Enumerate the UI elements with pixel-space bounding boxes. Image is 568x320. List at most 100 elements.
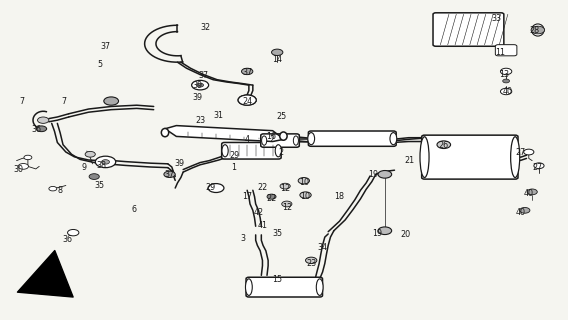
Ellipse shape [275, 145, 282, 157]
Text: 27: 27 [516, 148, 526, 156]
Circle shape [280, 183, 290, 189]
Text: 39: 39 [193, 93, 203, 102]
Text: 2: 2 [279, 148, 284, 156]
Circle shape [300, 192, 311, 198]
Circle shape [164, 171, 175, 178]
Circle shape [18, 164, 28, 169]
Text: 31: 31 [214, 111, 224, 120]
Text: 2: 2 [269, 135, 274, 144]
Circle shape [241, 68, 253, 75]
Circle shape [378, 227, 392, 235]
FancyBboxPatch shape [421, 135, 518, 179]
Text: 22: 22 [257, 183, 268, 192]
Text: 13: 13 [499, 70, 509, 79]
Text: 12: 12 [282, 203, 292, 212]
Ellipse shape [245, 279, 252, 295]
Text: 22: 22 [266, 194, 277, 204]
Text: 38: 38 [97, 161, 107, 170]
Text: 23: 23 [195, 116, 205, 125]
Circle shape [95, 156, 116, 168]
Text: 36: 36 [31, 125, 41, 134]
Text: 39: 39 [174, 159, 184, 168]
Circle shape [191, 80, 208, 90]
Circle shape [85, 151, 95, 157]
Text: 8: 8 [58, 186, 62, 195]
Circle shape [298, 178, 310, 184]
Circle shape [534, 163, 544, 169]
Text: 37: 37 [101, 42, 111, 52]
Text: 25: 25 [276, 113, 286, 122]
Text: 40: 40 [524, 189, 534, 198]
Text: 6: 6 [131, 205, 136, 214]
Circle shape [208, 184, 224, 193]
Circle shape [527, 189, 537, 195]
Circle shape [378, 171, 392, 178]
Polygon shape [165, 125, 284, 141]
FancyBboxPatch shape [222, 142, 281, 159]
Text: 11: 11 [495, 48, 506, 57]
Text: 14: 14 [272, 55, 282, 64]
Text: 37: 37 [165, 170, 174, 179]
Circle shape [306, 257, 317, 264]
FancyBboxPatch shape [433, 13, 504, 46]
Ellipse shape [390, 132, 397, 145]
Text: 1: 1 [232, 164, 237, 172]
Text: 10: 10 [299, 178, 309, 187]
Text: 26: 26 [438, 141, 449, 150]
Circle shape [244, 98, 250, 102]
Text: 33: 33 [491, 14, 502, 23]
Ellipse shape [161, 128, 169, 137]
Text: 40: 40 [516, 208, 526, 217]
FancyBboxPatch shape [246, 277, 323, 297]
Circle shape [500, 68, 512, 75]
Ellipse shape [316, 279, 323, 295]
Text: 37: 37 [242, 68, 252, 77]
Ellipse shape [532, 24, 544, 36]
Text: 19: 19 [369, 170, 379, 179]
Text: 21: 21 [405, 156, 415, 165]
Text: 3: 3 [241, 234, 246, 243]
Circle shape [524, 149, 534, 155]
Text: 24: 24 [242, 97, 252, 106]
Ellipse shape [420, 137, 429, 178]
Text: 42: 42 [253, 208, 264, 217]
Circle shape [267, 194, 276, 199]
Circle shape [531, 26, 545, 34]
Circle shape [68, 229, 79, 236]
Ellipse shape [222, 145, 228, 157]
Circle shape [197, 83, 203, 87]
Circle shape [102, 160, 110, 164]
Text: 30: 30 [14, 165, 24, 174]
Circle shape [282, 201, 292, 207]
Text: FR.: FR. [39, 277, 60, 293]
Ellipse shape [308, 132, 315, 145]
Ellipse shape [511, 137, 520, 178]
Circle shape [437, 141, 450, 148]
FancyArrowPatch shape [18, 251, 73, 297]
Text: 23: 23 [306, 259, 316, 268]
Text: 35: 35 [95, 181, 105, 190]
Text: 29: 29 [229, 151, 239, 160]
Text: 12: 12 [280, 184, 290, 193]
FancyBboxPatch shape [261, 134, 299, 147]
Text: 9: 9 [82, 164, 87, 172]
Text: 32: 32 [201, 23, 211, 32]
Circle shape [238, 95, 256, 105]
Text: 40: 40 [503, 87, 513, 96]
Ellipse shape [280, 132, 287, 140]
Text: 7: 7 [20, 97, 25, 106]
Circle shape [104, 97, 119, 105]
Circle shape [272, 49, 283, 55]
Text: 4: 4 [245, 135, 250, 144]
Circle shape [500, 88, 512, 95]
Text: 20: 20 [401, 230, 411, 239]
Text: 5: 5 [97, 60, 102, 69]
Circle shape [24, 155, 32, 160]
Circle shape [238, 95, 256, 105]
Text: 41: 41 [257, 221, 268, 230]
Circle shape [503, 79, 509, 83]
FancyBboxPatch shape [308, 131, 396, 146]
Text: 37: 37 [198, 71, 208, 80]
Text: 16: 16 [266, 132, 277, 140]
Text: 7: 7 [61, 97, 66, 106]
